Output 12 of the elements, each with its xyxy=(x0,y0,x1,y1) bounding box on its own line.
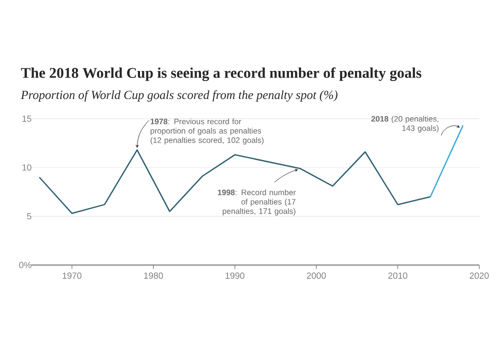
y-tick-label: 10 xyxy=(22,164,32,171)
x-tick-label: 1990 xyxy=(226,272,244,279)
x-tick-label: 2020 xyxy=(470,272,489,279)
x-tick-label: 1970 xyxy=(62,272,82,279)
y-tick-label: 0% xyxy=(19,262,32,268)
y-tick-label: 5 xyxy=(27,213,32,220)
x-tick-label: 2000 xyxy=(306,272,326,279)
x-tick-label: 2010 xyxy=(388,272,408,279)
chart-title: The 2018 World Cup is seeing a record number of penalty goals xyxy=(21,67,422,81)
chart-subtitle: Proportion of World Cup goals scored from the penalty spot (%) xyxy=(20,90,338,102)
x-tick-label: 1980 xyxy=(144,272,163,279)
y-tick-label: 15 xyxy=(22,116,32,122)
